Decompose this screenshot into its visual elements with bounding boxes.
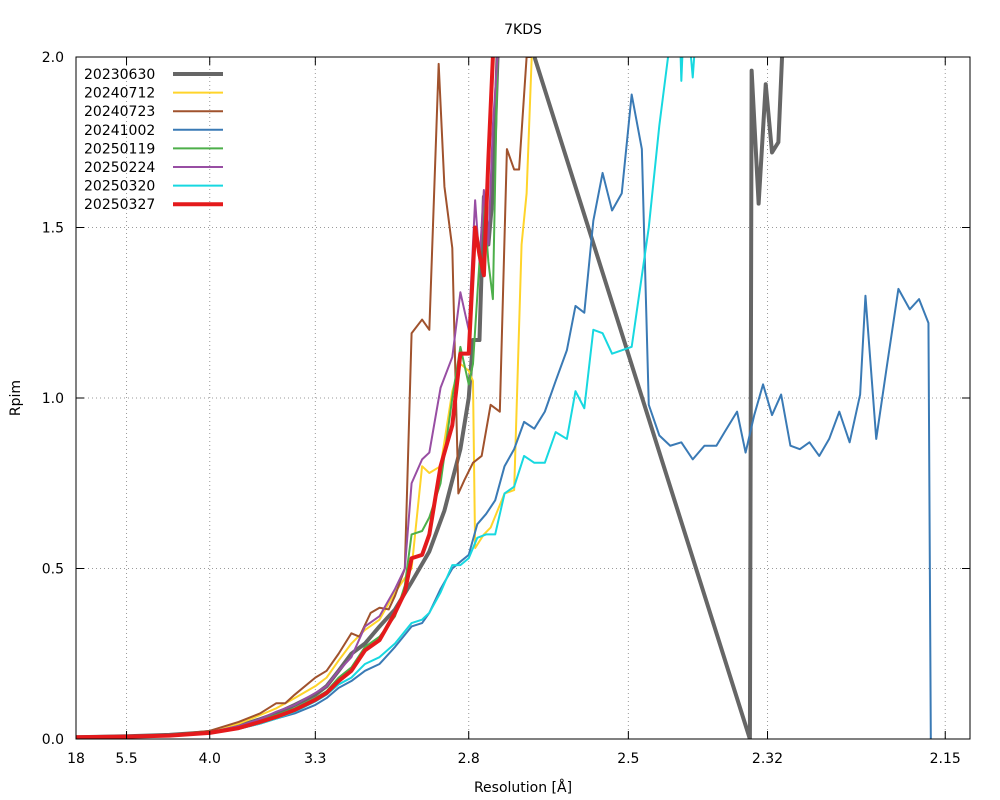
series-line-20240723 [76, 57, 532, 739]
legend: 20230630 20240712 20240723 20241002 20250119… [84, 67, 223, 213]
y-tick-label: 0.5 [42, 562, 64, 578]
series-line-20230630 [76, 57, 785, 739]
y-tick-label: 1.0 [42, 391, 64, 407]
y-tick-label: 2.0 [42, 50, 64, 66]
legend-label: 20250327 [84, 197, 155, 213]
x-tick-label: 4.0 [199, 751, 221, 767]
y-tick-label: 1.5 [42, 221, 64, 237]
legend-label: 20250119 [84, 141, 155, 157]
legend-label: 20250224 [84, 160, 155, 176]
x-tick-label: 18 [67, 751, 85, 767]
y-axis-title: Rpim [8, 380, 24, 416]
ticks: 18 5.5 4.0 3.3 2.8 2.5 2.32 2.15 0.0 0.5 1.0 1.5 2.0 [42, 50, 970, 767]
series-layer [76, 57, 932, 739]
legend-label: 20240723 [84, 104, 155, 120]
legend-label: 20241002 [84, 123, 155, 139]
x-tick-label: 2.5 [617, 751, 639, 767]
x-tick-label: 2.32 [752, 751, 783, 767]
y-tick-label: 0.0 [42, 732, 64, 748]
chart-title: 7KDS [504, 22, 542, 38]
legend-label: 20230630 [84, 67, 155, 83]
x-tick-label: 5.5 [115, 751, 137, 767]
x-tick-label: 2.15 [930, 751, 961, 767]
x-tick-label: 2.8 [458, 751, 480, 767]
series-line-20241002 [76, 93, 932, 739]
legend-label: 20250320 [84, 179, 155, 195]
legend-label: 20240712 [84, 86, 155, 102]
x-tick-label: 3.3 [304, 751, 326, 767]
series-line-20250327 [76, 57, 495, 739]
series-line-20240712 [76, 57, 533, 739]
x-axis-title: Resolution [Å] [474, 779, 572, 796]
